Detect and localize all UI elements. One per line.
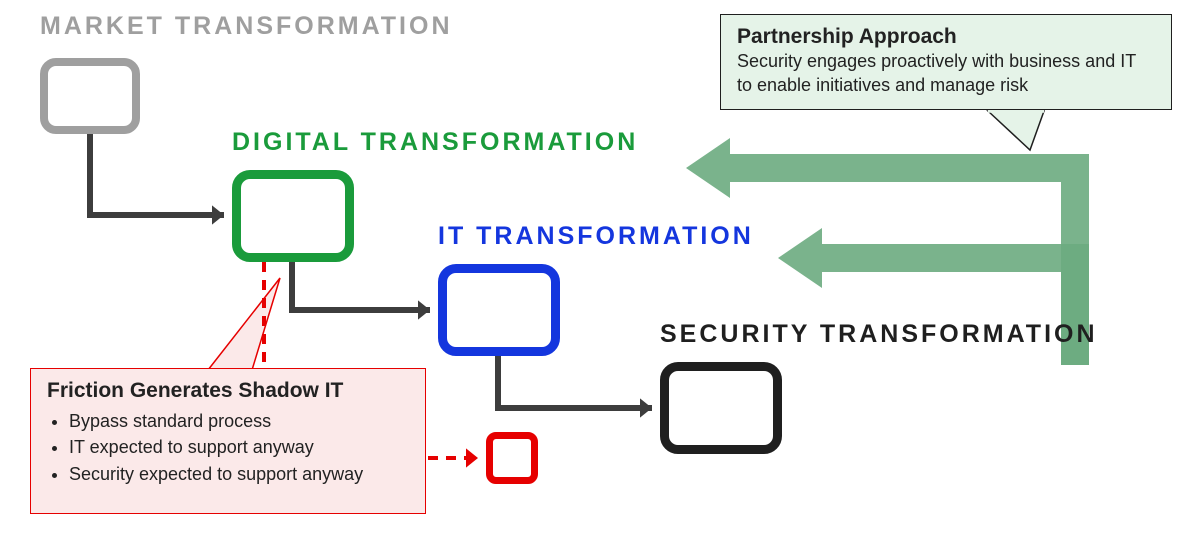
market-transformation-node <box>40 58 140 134</box>
digital-transformation-node <box>232 170 354 262</box>
friction-callout-list: Bypass standard process IT expected to s… <box>47 409 409 486</box>
friction-bullet: IT expected to support anyway <box>69 435 409 459</box>
partnership-callout-body: Security engages proactively with busine… <box>737 49 1155 98</box>
friction-bullet: Security expected to support anyway <box>69 462 409 486</box>
friction-callout: Friction Generates Shadow IT Bypass stan… <box>30 368 426 514</box>
partnership-callout: Partnership Approach Security engages pr… <box>720 14 1172 110</box>
it-transformation-label: IT TRANSFORMATION <box>438 222 754 251</box>
diagram-stage: MARKET TRANSFORMATION DIGITAL TRANSFORMA… <box>0 0 1200 541</box>
security-transformation-node <box>660 362 782 454</box>
friction-bullet: Bypass standard process <box>69 409 409 433</box>
digital-transformation-label: DIGITAL TRANSFORMATION <box>232 128 638 157</box>
market-transformation-label: MARKET TRANSFORMATION <box>40 12 453 41</box>
friction-callout-title: Friction Generates Shadow IT <box>47 379 409 403</box>
it-transformation-node <box>438 264 560 356</box>
shadow-it-node <box>486 432 538 484</box>
security-transformation-label: SECURITY TRANSFORMATION <box>660 320 1098 349</box>
partnership-callout-title: Partnership Approach <box>737 25 1155 49</box>
